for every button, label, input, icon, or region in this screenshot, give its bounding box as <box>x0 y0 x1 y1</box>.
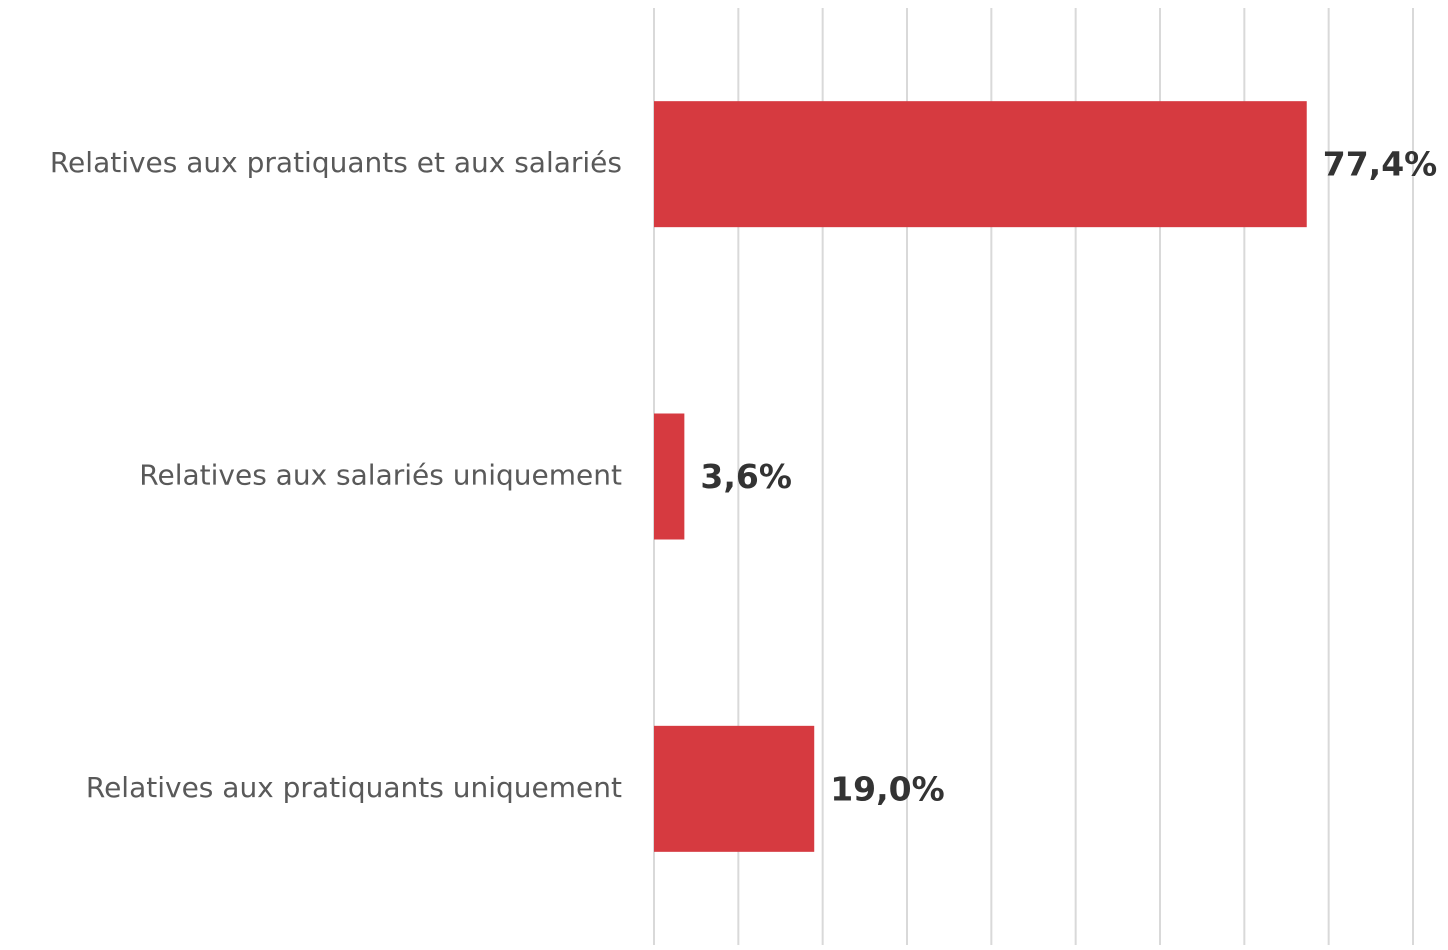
y-tick-label: Relatives aux salariés uniquement <box>139 459 622 492</box>
bar <box>654 725 815 852</box>
data-label: 19,0% <box>830 769 945 808</box>
data-label: 3,6% <box>700 457 792 496</box>
y-tick-label: Relatives aux pratiquants et aux salarié… <box>50 146 622 179</box>
data-label: 77,4% <box>1323 145 1438 184</box>
y-tick-label: Relatives aux pratiquants uniquement <box>86 771 622 804</box>
bar <box>654 101 1307 228</box>
bar <box>654 413 685 540</box>
